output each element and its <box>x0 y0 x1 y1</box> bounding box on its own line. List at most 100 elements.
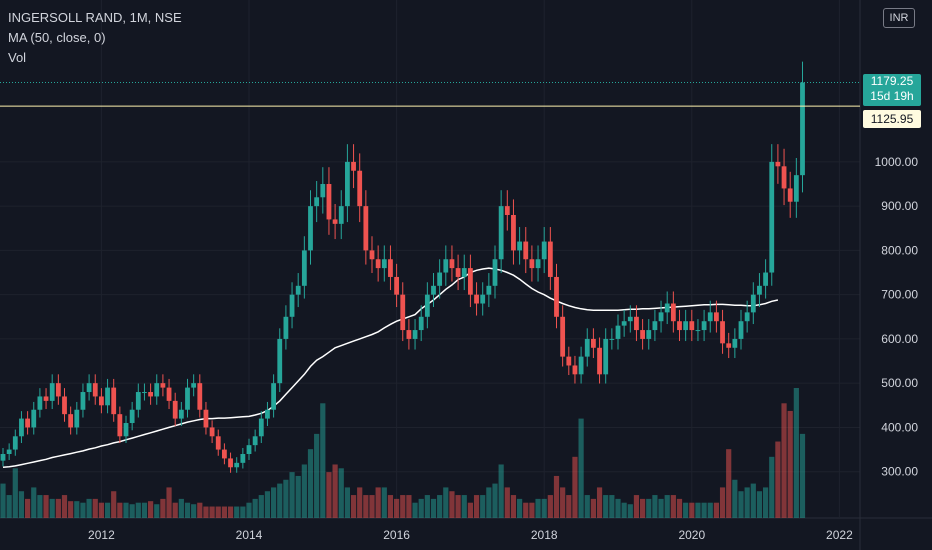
candle <box>547 241 553 277</box>
volume-bar <box>191 504 197 518</box>
candle <box>142 392 147 394</box>
volume-bar <box>652 495 658 518</box>
volume-bar <box>449 491 455 518</box>
candle <box>166 387 172 401</box>
candle <box>43 396 49 401</box>
candle <box>388 259 393 277</box>
candle <box>338 206 344 224</box>
candle <box>701 321 707 331</box>
candle <box>578 356 584 375</box>
volume-bar <box>74 501 80 518</box>
candle <box>658 312 664 322</box>
ma-indicator-label[interactable]: MA (50, close, 0) <box>8 30 106 45</box>
volume-bar <box>529 502 535 518</box>
candle <box>86 383 92 393</box>
volume-bar <box>0 483 6 518</box>
y-tick-label: 500.00 <box>881 376 918 390</box>
candle <box>449 259 455 269</box>
currency-button[interactable]: INR <box>883 8 915 28</box>
candle <box>707 312 713 322</box>
volume-bar <box>25 498 31 518</box>
volume-bar <box>719 487 726 518</box>
candle <box>775 161 781 167</box>
candle <box>252 436 258 446</box>
candle <box>504 206 510 215</box>
volume-bar <box>412 502 418 518</box>
volume-bar <box>738 491 744 518</box>
volume-bar <box>418 498 424 518</box>
volume-bar <box>633 495 640 518</box>
volume-bar <box>135 502 141 518</box>
volume-bar <box>763 487 769 518</box>
volume-bar <box>43 495 49 518</box>
volume-indicator-label[interactable]: Vol <box>8 50 27 65</box>
volume-bar <box>732 479 738 518</box>
candle <box>31 409 37 428</box>
candle <box>271 383 276 410</box>
volume-bar <box>713 502 719 518</box>
x-axis[interactable]: 2012 2014 2016 2018 2020 2022 <box>88 528 853 542</box>
candle <box>461 268 467 277</box>
volume-bar <box>646 498 652 518</box>
volume-bar <box>357 487 363 518</box>
candle <box>511 214 516 251</box>
candle <box>769 161 775 273</box>
candle <box>664 303 670 313</box>
y-tick-label: 300.00 <box>881 465 918 479</box>
volume-bar <box>689 502 695 518</box>
candle <box>480 294 486 304</box>
ma-line <box>2 267 779 469</box>
candle <box>68 414 74 428</box>
volume-bar <box>787 410 793 518</box>
volume-bar <box>31 487 37 518</box>
candle <box>258 418 264 437</box>
candle <box>591 338 596 348</box>
volume-bar <box>670 495 676 518</box>
volume-bar <box>584 495 590 518</box>
volume-bar <box>535 498 541 518</box>
symbol-title[interactable]: INGERSOLL RAND, 1M, NSE <box>8 10 182 25</box>
volume-bar <box>467 502 473 518</box>
volume-bar <box>12 468 18 518</box>
candle <box>178 409 184 419</box>
candle <box>640 330 645 339</box>
volume-bar <box>123 502 129 518</box>
volume-bar <box>424 495 430 518</box>
candle <box>535 259 541 269</box>
y-tick-label: 400.00 <box>881 420 918 434</box>
volume-bar <box>184 502 191 518</box>
y-axis[interactable]: 300.00 400.00 500.00 600.00 700.00 800.00 900.… <box>875 155 919 479</box>
volume-bar <box>203 506 209 518</box>
volume-bar <box>455 495 461 518</box>
volume-bar <box>744 487 750 518</box>
candle <box>424 294 430 317</box>
candle <box>320 184 326 198</box>
candle <box>615 325 621 339</box>
candle <box>418 316 424 331</box>
bar-countdown: 15d 19h <box>870 89 914 103</box>
candle <box>683 321 689 331</box>
candle <box>800 82 805 176</box>
candle <box>326 184 332 220</box>
candle <box>289 294 295 317</box>
volume-bar <box>240 506 246 518</box>
volume-bar <box>775 441 781 518</box>
candle <box>172 400 178 419</box>
volume-bar <box>590 498 596 518</box>
volume-bar <box>197 502 203 518</box>
volume-bar <box>129 504 135 518</box>
volume-bar <box>498 464 504 518</box>
candle <box>135 392 141 410</box>
candle <box>517 241 522 251</box>
candle <box>191 383 197 388</box>
candle <box>677 321 682 331</box>
volume-bar <box>326 472 332 518</box>
candle <box>498 206 504 260</box>
candles <box>0 61 805 473</box>
candle <box>55 383 61 397</box>
candle <box>80 392 86 410</box>
volume-bar <box>264 491 271 518</box>
volume-bar <box>283 479 289 518</box>
volume-bar <box>566 495 572 518</box>
